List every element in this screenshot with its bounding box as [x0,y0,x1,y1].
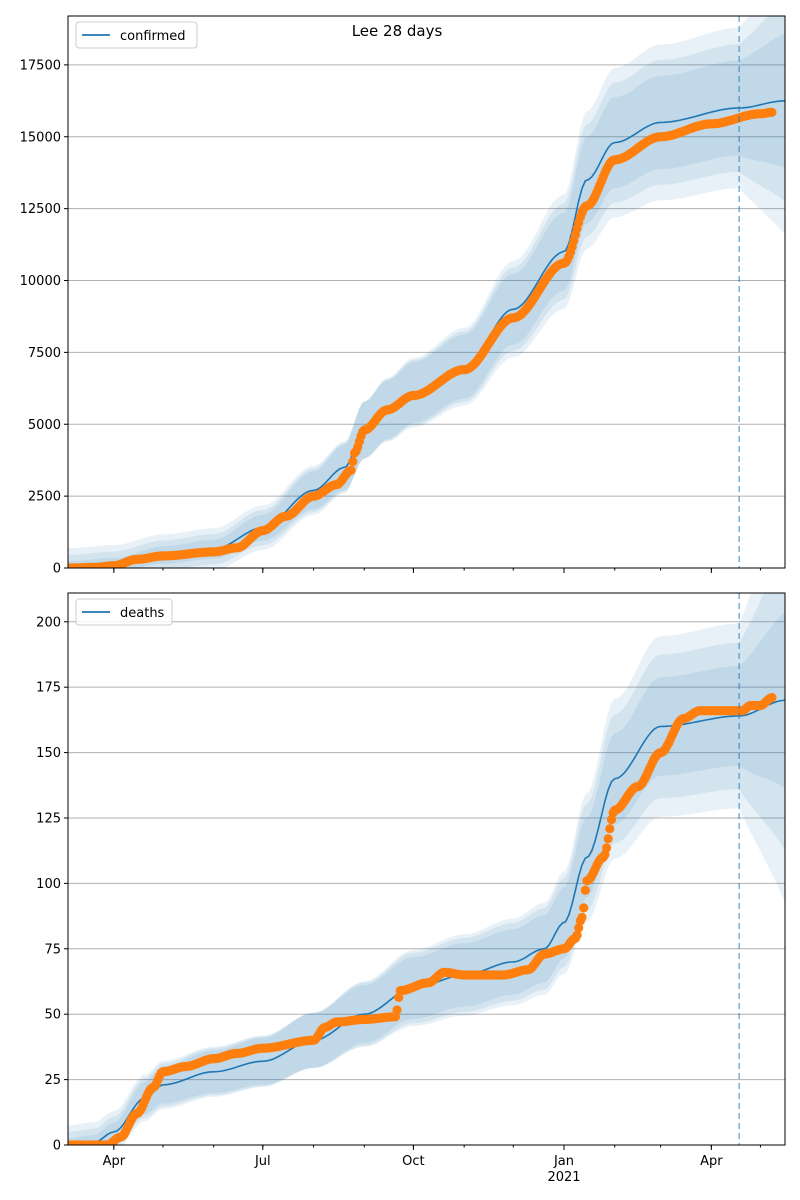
y-tick-label: 125 [36,811,61,826]
x-tick-label: Oct [402,1154,424,1169]
observed-point [580,885,590,895]
legend: confirmed [75,21,198,49]
legend-box [75,598,173,626]
observed-point [605,824,615,834]
y-tick-label: 12500 [20,202,61,217]
y-tick-label: 100 [36,877,61,892]
y-tick-label: 2500 [28,490,61,505]
uncertainty-band [68,593,785,1145]
y-tick-label: 17500 [20,58,61,73]
observed-point [577,912,587,923]
x-year-label: 2021 [547,1170,580,1185]
y-tick-label: 25 [44,1073,61,1088]
observed-point [348,457,358,467]
uncertainty-band [68,16,785,568]
y-tick-label: 0 [53,1139,61,1154]
uncertainty-band [68,16,785,568]
y-tick-label: 0 [53,562,61,577]
y-tick-label: 7500 [28,346,61,361]
legend-label: confirmed [120,29,186,44]
x-tick-label: Jan [553,1154,574,1169]
axes-frame [67,15,786,569]
observed-point [392,1005,402,1015]
legend-label: deaths [120,606,165,621]
x-tick-label: Jul [254,1154,271,1169]
observed-point [572,930,582,940]
y-tick-label: 75 [44,942,61,957]
observed-point [579,903,589,913]
observed-point [602,843,612,853]
y-tick-label: 150 [36,746,61,761]
axes-frame [67,592,786,1146]
legend-box [75,21,198,49]
plot-area [68,16,785,568]
observed-point [767,693,777,703]
y-tick-label: 200 [36,615,61,630]
observed-point [603,834,613,844]
x-tick-label: Apr [103,1154,126,1169]
uncertainty-band [68,593,785,1145]
chart-title: Lee 28 days [352,22,443,40]
y-tick-label: 15000 [20,130,61,145]
plot-area [68,593,785,1145]
y-tick-label: 175 [36,681,61,696]
y-tick-label: 5000 [28,418,61,433]
legend: deaths [75,598,173,626]
y-tick-label: 10000 [20,274,61,289]
observed-point [574,923,584,933]
observed-point [767,107,777,117]
x-tick-label: Apr [700,1154,723,1169]
confirmed-axes: 0 2500 5000 7500 10000 12500 15000 17500 confirm… [20,15,786,577]
y-tick-label: 50 [44,1008,61,1023]
uncertainty-band [68,611,785,1145]
observed-point [346,465,356,475]
